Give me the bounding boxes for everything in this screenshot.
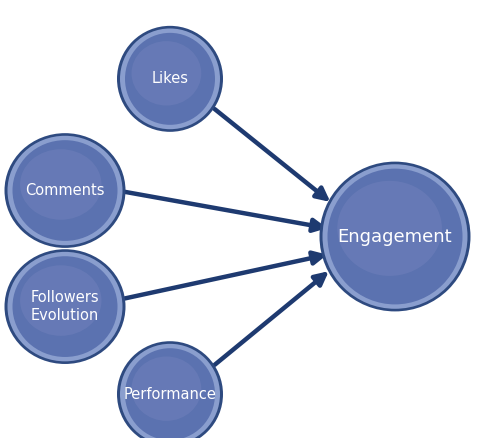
Ellipse shape — [4, 249, 126, 364]
Ellipse shape — [132, 357, 202, 421]
Ellipse shape — [132, 41, 202, 106]
Text: Followers
Evolution: Followers Evolution — [30, 290, 100, 323]
Ellipse shape — [20, 149, 102, 220]
Ellipse shape — [328, 169, 462, 304]
Text: Engagement: Engagement — [338, 227, 452, 246]
Ellipse shape — [120, 344, 220, 438]
Ellipse shape — [117, 26, 223, 132]
Ellipse shape — [8, 252, 122, 361]
Ellipse shape — [322, 164, 468, 309]
Ellipse shape — [12, 140, 118, 241]
Text: Comments: Comments — [25, 183, 105, 198]
Text: Performance: Performance — [124, 387, 216, 402]
Ellipse shape — [338, 181, 442, 276]
Ellipse shape — [125, 33, 215, 125]
Ellipse shape — [117, 341, 223, 438]
Text: Likes: Likes — [152, 71, 188, 86]
Ellipse shape — [120, 28, 220, 129]
Ellipse shape — [20, 265, 102, 336]
Ellipse shape — [320, 162, 470, 311]
Ellipse shape — [12, 256, 118, 357]
Ellipse shape — [8, 136, 122, 245]
Ellipse shape — [125, 348, 215, 438]
Ellipse shape — [4, 133, 126, 248]
